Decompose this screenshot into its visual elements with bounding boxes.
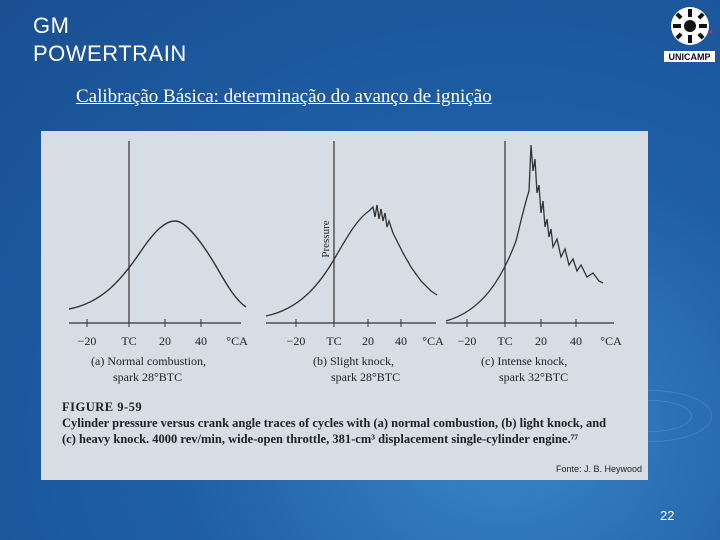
tick-label: TC [326,334,341,348]
pressure-traces-figure: Pressure −20 TC 20 40 °CA −20 TC 20 40 °… [68,141,622,384]
caption-line-1: Cylinder pressure versus crank angle tra… [62,416,607,430]
tick-label: TC [497,334,512,348]
brand-line-2: POWERTRAIN [33,41,187,66]
tick-label: °CA [600,334,622,348]
figure-number: FIGURE 9-59 [62,400,143,414]
y-axis-label: Pressure [320,220,332,257]
tick-label: 20 [362,334,374,348]
panel-c-spark: spark 32°BTC [499,370,568,384]
slide-title: Calibração Básica: determinação do avanç… [76,86,492,107]
panel-b-label: (b) Slight knock, [313,354,394,368]
panel-a-pressure-curve [68,220,247,310]
panel-a-spark: spark 28°BTC [113,370,182,384]
tick-label: 40 [570,334,582,348]
unicamp-logo: UNICAMP [662,2,717,64]
panel-b-spark: spark 28°BTC [331,370,400,384]
figure-panel: Pressure −20 TC 20 40 °CA −20 TC 20 40 °… [41,131,648,480]
caption-line-2: (c) heavy knock. 4000 rev/min, wide-open… [62,432,579,446]
tick-label: 20 [159,334,171,348]
panel-c-pressure-curve [445,144,604,322]
figure-caption: FIGURE 9-59 Cylinder pressure versus cra… [62,399,642,447]
tick-label: °CA [226,334,248,348]
tick-label: 40 [395,334,407,348]
tick-label: TC [121,334,136,348]
panel-b-pressure-curve [265,204,438,317]
tick-label: 40 [195,334,207,348]
tick-label: −20 [78,334,97,348]
panel-c-label: (c) Intense knock, [481,354,567,368]
tick-label: −20 [458,334,477,348]
tick-label: −20 [287,334,306,348]
source-credit: Fonte: J. B. Heywood [555,464,642,474]
tick-label: 20 [535,334,547,348]
brand-text: GM POWERTRAIN [33,12,187,68]
logo-wordmark: UNICAMP [669,52,711,62]
panel-a-label: (a) Normal combustion, [91,354,206,368]
page-number: 22 [660,508,675,523]
brand-line-1: GM [33,13,70,38]
tick-label: °CA [422,334,444,348]
